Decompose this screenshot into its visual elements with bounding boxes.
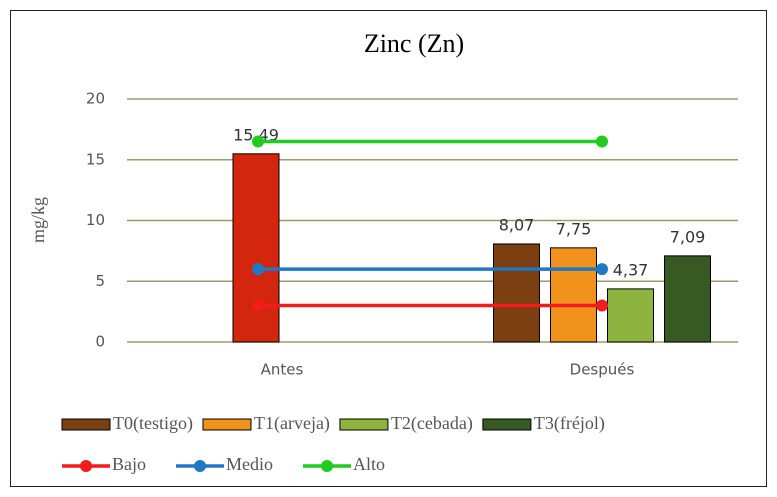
chart-frame [10, 10, 767, 487]
legend-swatch [321, 460, 333, 472]
bar [550, 247, 597, 343]
legend-swatch [61, 418, 111, 431]
data-label: 15,49 [233, 125, 279, 144]
line-point [252, 263, 264, 276]
line-point [596, 263, 608, 276]
data-label: 7,09 [670, 227, 706, 246]
y-tick-label: 10 [86, 211, 105, 229]
legend-label: T3(fréjol) [534, 413, 605, 434]
data-label: 7,75 [556, 219, 592, 238]
legend-label: Medio [226, 454, 273, 474]
y-tick-label: 0 [95, 333, 105, 351]
y-axis-label: mg/kg [28, 197, 48, 243]
line-point [252, 135, 264, 148]
legend-swatch [202, 418, 252, 431]
legend-swatch [482, 418, 532, 431]
legend-swatch [80, 460, 92, 472]
x-tick-label: Antes [261, 361, 304, 379]
bar [664, 255, 711, 343]
line-point [596, 135, 608, 148]
legend-label: Alto [353, 454, 385, 474]
y-tick-label: 20 [86, 90, 105, 108]
y-tick-label: 5 [95, 272, 105, 290]
line-point [252, 299, 264, 312]
data-label: 4,37 [613, 260, 649, 279]
data-label: 8,07 [499, 215, 535, 234]
bar [607, 288, 654, 343]
legend-swatch [339, 418, 389, 431]
legend-label: T1(arveja) [254, 413, 330, 434]
x-tick-label: Después [570, 361, 635, 379]
y-tick-label: 15 [86, 150, 105, 168]
chart-title: Zinc (Zn) [364, 29, 464, 58]
legend-label: T0(testigo) [113, 413, 193, 434]
legend-label: Bajo [112, 454, 146, 474]
bar [232, 153, 280, 343]
legend-label: T2(cebada) [391, 413, 473, 434]
line-point [596, 299, 608, 312]
legend-swatch [194, 460, 206, 472]
bar [493, 243, 540, 343]
